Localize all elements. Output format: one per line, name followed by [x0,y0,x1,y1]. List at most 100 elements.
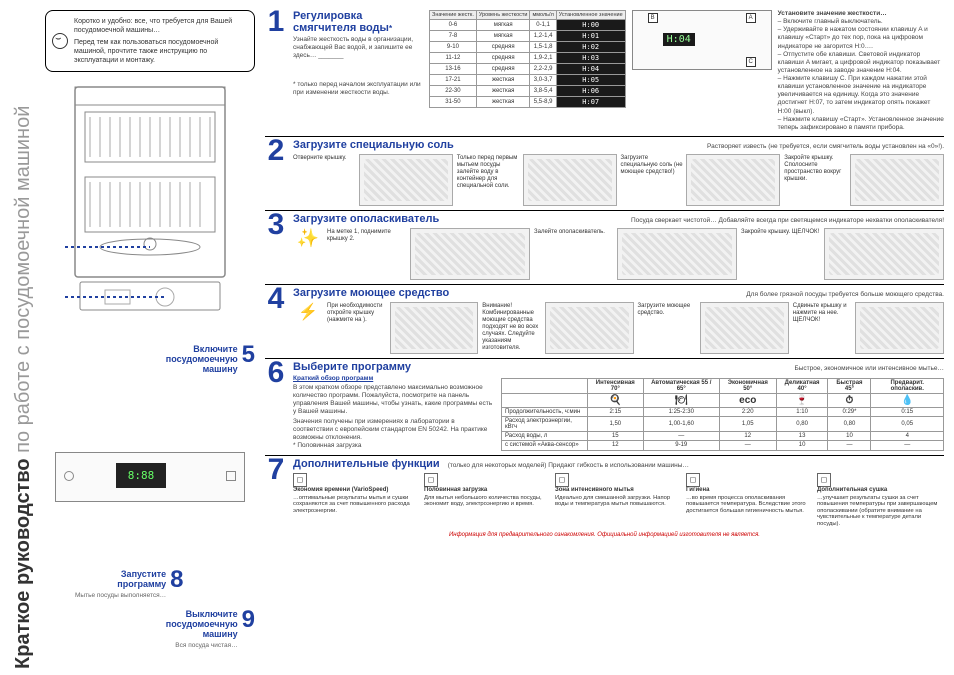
step3: 3 Загрузите ополаскиватель Посуда сверка… [265,213,944,280]
step-image-cell: Сдвиньте крышку и нажмите на нее. ЩЕЛЧОК… [793,302,944,354]
hardness-table: Значение жестк.Уровень жесткостиммоль/лУ… [429,10,626,108]
step7-header: Дополнительные функции [293,458,440,470]
function-icon: ◻ [686,473,700,487]
function-cell: ◻Экономия времени (VarioSpeed)…оптимальн… [293,473,420,528]
label-c: C [746,57,756,67]
step1-t2: смягчителя воды [293,22,389,34]
step1: 1 Регулировка смягчителя воды* Узнайте ж… [265,10,944,132]
step1-rb3: – Отпустите обе клавиши. Световой индика… [778,51,944,75]
illustration-placeholder [390,302,479,354]
tip-box: Коротко и удобно: все, что требуется для… [45,10,255,72]
step2-header: Загрузите специальную соль [293,139,454,151]
step1-desc: Узнайте жесткость воды в организации, сн… [293,36,423,60]
illustration-placeholder [700,302,789,354]
step1-rt: Установите значение жесткости… [778,10,887,17]
step-image-cell: Закройте крышку. Сполосните пространство… [784,154,944,206]
step8-sub: Мытье посуды выполняется… [75,592,166,599]
illustration-placeholder [855,302,944,354]
step4: 4 Загрузите моющее средство Для более гр… [265,287,944,354]
step2: 2 Загрузите специальную соль Растворяет … [265,139,944,206]
step9-sub: Вся посуда чистая… [175,642,237,649]
illustration-caption: Внимание! Комбинированные моющие средств… [482,303,543,354]
step9-t3: машину [203,629,238,639]
function-name: Зона интенсивного мытья [555,487,682,494]
step5-t3: машину [203,364,238,374]
illustration-placeholder [850,154,944,206]
step1-rb4: – Нажмите клавишу C. При каждом нажатии … [778,75,944,116]
step5-txt: Включите посудомоечную машину [166,345,238,375]
step9-num: 9 [242,610,255,630]
function-desc: …улучшает результаты сушки за счет повыш… [817,495,937,528]
vertical-title-bold: Краткое руководство [12,458,34,669]
step6-desc2: Значения получены при измерениях в лабор… [293,418,493,442]
function-cell: ◻Гигиена…во время процесса ополаскивания… [686,473,813,528]
step2-note: Растворяет известь (не требуется, если с… [707,143,944,151]
step9-t1: Выключите [186,609,238,619]
vertical-title: Краткое руководство по работе с посудомо… [10,10,37,673]
step-image-cell: Закройте крышку. ЩЕЛЧОК! [741,228,944,280]
step1-rb5: – Нажмите клавишу «Старт». Установленное… [778,116,944,132]
illustration-caption: Закройте крышку. Сполосните пространство… [784,155,848,206]
function-desc: Идеально для смешанной загрузки. Напор в… [555,495,670,508]
step-image-cell: На метке 1, поднимите крышку 2. [327,228,530,280]
dishwasher-illustration [65,82,235,312]
step4-header: Загрузите моющее средство [293,287,449,299]
step8-t2: программу [117,579,166,589]
step9-label: 9 Выключите посудомоечную машину Вся пос… [166,610,255,650]
page: Краткое руководство по работе с посудомо… [0,0,954,675]
step5-label: 5 Включите посудомоечную машину [166,345,255,375]
function-cell: ◻Половинная загрузкаДля мытья небольшого… [424,473,551,528]
step3-num: 3 [265,213,287,280]
step8-label: Запустите программу Мытье посуды выполня… [75,570,184,600]
function-icon: ◻ [424,473,438,487]
program-table: Интенсивная 70°Автоматическая 55 / 65°Эк… [501,378,944,450]
step1-num: 1 [265,10,287,132]
step1-rb2: – Удерживайте в нажатом состоянии клавиш… [778,26,944,50]
function-name: Дополнительная сушка [817,487,944,494]
step3-header: Загрузите ополаскиватель [293,213,439,225]
vertical-title-gray: по работе с посудомоечной машиной [12,106,34,453]
step6-foot: * Половинная загрузка [293,442,493,450]
step6-desc: В этом кратком обзоре представлено макси… [293,384,493,417]
step4-note: Для более грязной посуды требуется больш… [746,291,944,299]
step1-t1: Регулировка [293,10,362,22]
step-image-cell: Только перед первым мытьем посуды залейт… [457,154,617,206]
tip-p2: Перед тем как пользоваться посудомоечной… [74,38,246,65]
function-desc: Для мытья небольшого количества посуды, … [424,495,542,508]
functions-grid: ◻Экономия времени (VarioSpeed)…оптимальн… [293,473,944,528]
step1-header: Регулировка смягчителя воды* [293,10,423,34]
dishwasher-svg [65,82,235,312]
step1-foot: * только перед началом эксплуатации или … [293,81,423,97]
function-name: Экономия времени (VarioSpeed) [293,487,420,494]
step8-num: 8 [170,570,183,590]
function-name: Половинная загрузка [424,487,551,494]
function-icon: ◻ [555,473,569,487]
step6-note: Быстрое, экономичное или интенсивное мыт… [794,365,944,373]
control-panel-illustration: 8:88 [55,452,245,502]
label-b: B [648,13,658,23]
step3-note: Посуда сверкает чистотой… Добавляйте все… [631,217,944,225]
function-desc: …во время процесса ополаскивания повышае… [686,495,806,514]
function-desc: …оптимальные результаты мытья и сушки со… [293,495,410,514]
step5-t1: Включите [193,344,237,354]
step6: 6 Выберите программу Быстрое, экономично… [265,361,944,450]
illustration-caption: Залейте ополаскиватель. [534,229,615,280]
step6-num: 6 [265,361,287,450]
step8-t1: Запустите [121,569,166,579]
step4-images: ⚡ При необходимости откройте крышку (наж… [293,302,944,354]
illustration-placeholder [359,154,453,206]
right-column: 1 Регулировка смягчителя воды* Узнайте ж… [265,10,944,673]
step1-right-instructions: Установите значение жесткости… – Включит… [778,10,944,132]
step-image-cell: Загрузите моющее средство. [638,302,789,354]
tip-p1: Коротко и удобно: все, что требуется для… [74,17,246,35]
illustration-placeholder [523,154,617,206]
illustration-placeholder [617,228,737,280]
step7-num: 7 [265,458,287,528]
red-footer: Информация для предварительного ознакомл… [265,532,944,538]
step8-txt: Запустите программу Мытье посуды выполня… [75,570,166,600]
step-image-cell: Внимание! Комбинированные моющие средств… [482,302,633,354]
step5-num: 5 [242,345,255,365]
illustration-placeholder [410,228,530,280]
illustration-caption: Загрузите моющее средство. [638,303,699,354]
function-icon: ◻ [293,473,307,487]
